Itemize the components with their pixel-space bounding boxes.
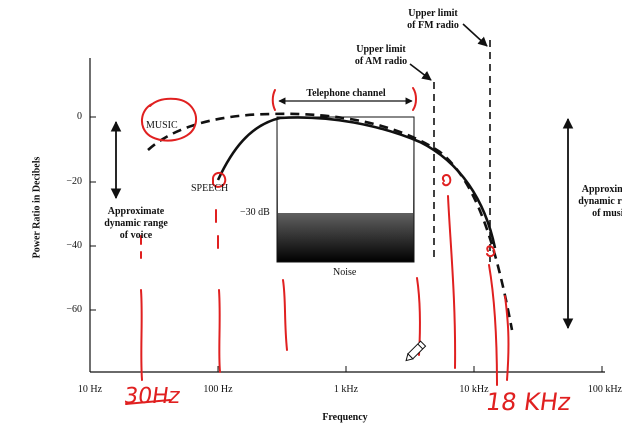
vline-10khz: [447, 195, 457, 369]
pencil-cursor-icon: [405, 340, 427, 362]
mark-right-telephone: [412, 87, 417, 111]
fm-circle-scribble: [486, 245, 496, 258]
y-tick-label-40: −40: [66, 240, 82, 251]
x-tick-label-1khz: 1 kHz: [333, 384, 359, 395]
vline-18khz-b: [504, 295, 510, 381]
y-tick-label-20: −20: [66, 176, 82, 187]
music-curve: [147, 112, 514, 331]
music-range-label: Approximate dynamic range of music: [578, 184, 622, 219]
music-label: MUSIC: [146, 120, 178, 131]
vline-100hz-a: [215, 209, 219, 249]
vline-100hz-b: [218, 289, 221, 373]
y-axis-label: Power Ratio in Decibels: [31, 156, 43, 259]
music-circle-scribble: [141, 97, 197, 142]
handwriting-30hz: 30Hz: [122, 384, 182, 409]
vline-30hz: [140, 289, 143, 381]
am-pointer-arrow: [409, 63, 432, 81]
x-axis-label: Frequency: [322, 412, 368, 423]
telephone-box-top-white: [278, 118, 413, 213]
am-limit-label: Upper limit of AM radio: [354, 44, 408, 67]
noise-label: Noise: [333, 267, 357, 278]
right-circle-scribble: [441, 174, 452, 187]
vline-300hz: [282, 279, 288, 351]
fm-pointer-arrow: [462, 23, 488, 47]
voice-range-label: Approximate dynamic range of voice: [104, 206, 168, 241]
mark-left-telephone: [271, 89, 276, 111]
vline-18khz-a: [488, 264, 498, 386]
x-tick-label-10hz: 10 Hz: [77, 384, 103, 395]
speech-circle-scribble: [211, 172, 227, 188]
fm-limit-label: Upper limit of FM radio: [407, 8, 459, 31]
minus30db-label: −30 dB: [240, 207, 270, 218]
y-tick-label-60: −60: [66, 304, 82, 315]
x-tick-label-10khz: 10 kHz: [459, 384, 489, 395]
handwriting-strokes: [125, 87, 510, 405]
speech-curve: [216, 116, 497, 249]
x-tick-label-100khz: 100 kHz: [587, 384, 622, 395]
underline-30hz: [125, 399, 171, 405]
telephone-channel-label: Telephone channel: [306, 88, 386, 99]
handwriting-18khz: 18 KHz: [484, 388, 573, 416]
x-tick-label-100hz: 100 Hz: [203, 384, 233, 395]
y-tick-label-0: 0: [77, 111, 82, 122]
speech-label: SPEECH: [191, 183, 229, 194]
